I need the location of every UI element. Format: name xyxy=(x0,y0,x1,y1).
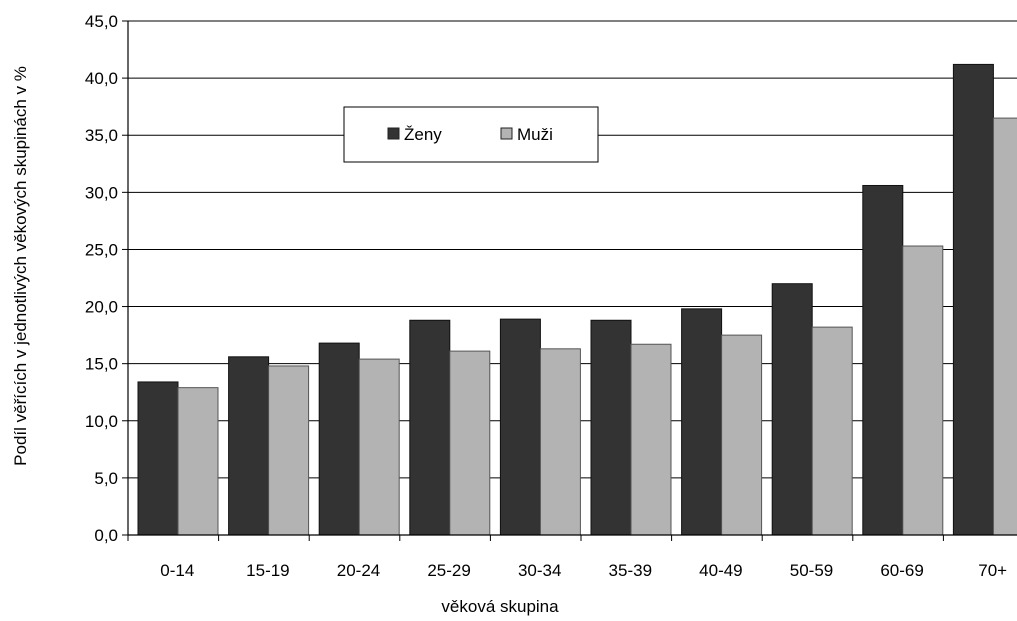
legend-label-zeny: Ženy xyxy=(404,125,442,144)
y-tick-label: 0,0 xyxy=(94,526,118,545)
legend-box xyxy=(343,106,599,163)
y-tick-label: 45,0 xyxy=(85,12,118,31)
legend-label-muzi: Muži xyxy=(517,125,553,144)
bar-zeny-40-49 xyxy=(681,308,723,536)
bar-muzi-20-24 xyxy=(358,358,400,536)
y-tick-label: 10,0 xyxy=(85,412,118,431)
x-tick-labels: 0-14 15-19 20-24 25-29 30-34 35-39 40-49 50-59 6… xyxy=(127,535,1007,580)
x-axis-title: věková skupina xyxy=(441,597,559,616)
bar-zeny-70+ xyxy=(952,63,994,536)
bar-muzi-30-34 xyxy=(539,348,581,536)
bar-muzi-50-59 xyxy=(811,326,853,536)
bar-zeny-25-29 xyxy=(409,319,451,536)
x-tick-label: 70+ xyxy=(978,561,1007,580)
bar-zeny-35-39 xyxy=(590,319,632,536)
x-tick-label: 40-49 xyxy=(699,561,742,580)
y-tick-label: 30,0 xyxy=(85,183,118,202)
bar-muzi-70+ xyxy=(992,117,1017,536)
legend-swatch-zeny xyxy=(387,127,400,140)
x-tick-label: 35-39 xyxy=(609,561,652,580)
bar-zeny-15-19 xyxy=(228,356,270,536)
y-tick-label: 20,0 xyxy=(85,298,118,317)
bar-zeny-60-69 xyxy=(862,184,904,536)
y-tick-label: 35,0 xyxy=(85,126,118,145)
y-tick-label: 15,0 xyxy=(85,355,118,374)
y-tick-label: 25,0 xyxy=(85,240,118,259)
axes xyxy=(127,21,1017,536)
x-tick-label: 15-19 xyxy=(246,561,289,580)
bar-muzi-25-29 xyxy=(449,350,491,536)
bar-zeny-50-59 xyxy=(771,283,813,536)
x-tick-label: 30-34 xyxy=(518,561,561,580)
y-tick-label: 5,0 xyxy=(94,469,118,488)
x-tick-label: 50-59 xyxy=(790,561,833,580)
bar-zeny-20-24 xyxy=(318,342,360,536)
bar-muzi-40-49 xyxy=(721,334,763,536)
bar-muzi-0-14 xyxy=(177,387,219,536)
bar-muzi-35-39 xyxy=(630,343,672,536)
bar-zeny-0-14 xyxy=(137,381,179,536)
x-tick-label: 0-14 xyxy=(160,561,194,580)
legend: Ženy Muži xyxy=(343,106,599,163)
y-tick-labels: 0,0 5,0 10,0 15,0 20,0 25,0 30,0 35,0 40,0 45,0 xyxy=(85,12,128,545)
bar-zeny-30-34 xyxy=(499,318,541,536)
y-tick-label: 40,0 xyxy=(85,69,118,88)
x-tick-label: 60-69 xyxy=(880,561,923,580)
bars xyxy=(137,63,1017,536)
bar-muzi-15-19 xyxy=(268,365,310,536)
y-axis-title: Podíl věřících v jednotlivých věkových s… xyxy=(11,66,30,466)
bar-muzi-60-69 xyxy=(902,245,944,536)
legend-swatch-muzi xyxy=(500,127,513,140)
x-tick-label: 25-29 xyxy=(427,561,470,580)
x-tick-label: 20-24 xyxy=(337,561,380,580)
